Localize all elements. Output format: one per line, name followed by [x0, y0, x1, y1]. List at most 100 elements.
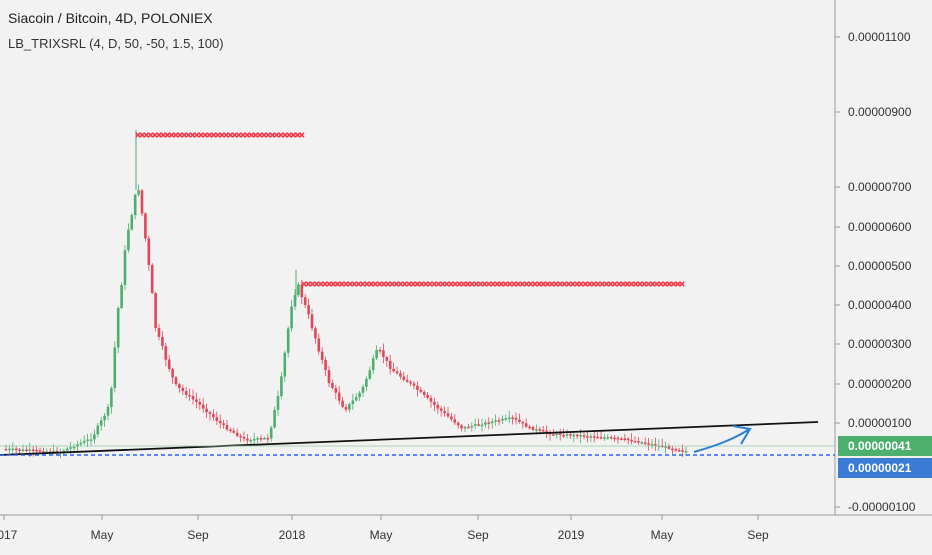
candle-body	[439, 408, 443, 411]
candle-body	[521, 421, 525, 424]
candle-body	[572, 434, 576, 437]
resistance-marker	[649, 281, 656, 287]
resistance-marker	[570, 281, 576, 287]
resistance-marker	[574, 281, 580, 287]
resistance-marker	[240, 132, 246, 138]
time-tick-label: May	[370, 528, 393, 542]
current-price-label: 0.00000041	[848, 439, 912, 453]
candle-body	[484, 422, 487, 425]
resistance-marker	[278, 132, 284, 138]
candle-body	[643, 442, 647, 444]
candle-body	[405, 379, 409, 382]
candle-body	[565, 434, 569, 436]
resistance-marker	[257, 132, 263, 138]
resistance-marker	[565, 281, 572, 287]
resistance-marker	[599, 281, 605, 287]
resistance-marker	[624, 281, 631, 287]
candle-body	[443, 410, 446, 414]
resistance-marker	[227, 132, 234, 138]
candle-body	[273, 409, 276, 428]
resistance-marker	[273, 132, 280, 138]
candle-body	[31, 449, 35, 451]
candle-body	[201, 404, 205, 409]
candle-body	[552, 434, 555, 436]
candle-body	[69, 447, 72, 449]
candle-body	[42, 451, 45, 453]
resistance-marker	[675, 281, 681, 287]
resistance-marker	[435, 281, 442, 287]
resistance-marker	[452, 281, 458, 287]
candle-body	[137, 190, 140, 195]
candle-body	[654, 444, 657, 446]
candle-body	[164, 346, 168, 360]
candle-body	[633, 441, 637, 443]
resistance-marker	[299, 132, 305, 138]
resistance-marker	[206, 132, 213, 138]
candle-body	[99, 420, 103, 426]
candle-body	[456, 422, 460, 426]
candle-body	[96, 425, 100, 435]
candle-body	[110, 387, 113, 407]
time-tick-label: May	[91, 528, 114, 542]
resistance-marker	[202, 132, 208, 138]
resistance-marker	[330, 281, 337, 287]
resistance-marker	[502, 281, 509, 287]
resistance-marker	[326, 281, 332, 287]
candle-body	[514, 417, 518, 420]
candle-body	[620, 438, 623, 440]
resistance-marker	[620, 281, 626, 287]
candle-body	[375, 349, 378, 359]
candle-body	[327, 370, 331, 383]
candle-body	[140, 190, 144, 214]
candle-body	[586, 436, 589, 438]
candle-body	[684, 450, 688, 453]
candle-body	[596, 436, 599, 439]
time-tick-label: 2018	[279, 528, 306, 542]
candle-body	[263, 437, 266, 440]
candle-body	[127, 229, 130, 251]
candle-body	[623, 438, 627, 440]
candle-body	[579, 435, 582, 437]
resistance-marker	[236, 132, 242, 138]
resistance-marker	[385, 281, 391, 287]
candle-body	[242, 436, 246, 439]
candle-body	[470, 425, 474, 428]
resistance-marker	[582, 281, 589, 287]
candle-body	[106, 406, 110, 416]
resistance-marker	[389, 281, 395, 287]
candle-body	[501, 418, 504, 421]
resistance-marker	[152, 132, 158, 138]
candle-body	[344, 406, 348, 410]
candle-body	[120, 284, 123, 308]
candle-body	[252, 439, 256, 441]
resistance-marker	[658, 281, 664, 287]
resistance-marker	[633, 281, 639, 287]
candle-body	[147, 238, 151, 266]
resistance-marker	[578, 281, 584, 287]
candle-body	[426, 394, 429, 398]
candle-body	[562, 434, 565, 437]
candle-body	[256, 438, 259, 440]
candle-body	[280, 376, 283, 397]
candle-body	[409, 381, 412, 384]
time-tick-label: May	[651, 528, 674, 542]
candle-body	[399, 373, 402, 377]
resistance-marker	[360, 281, 366, 287]
candle-body	[208, 412, 212, 414]
resistance-marker	[561, 281, 568, 287]
candle-body	[144, 213, 147, 239]
resistance-marker	[528, 281, 534, 287]
candle-body	[113, 347, 117, 388]
resistance-marker	[666, 281, 673, 287]
resistance-marker	[612, 281, 618, 287]
resistance-marker	[469, 281, 475, 287]
candle-body	[450, 416, 453, 420]
candle-body	[671, 448, 674, 451]
price-tick-label: 0.00000900	[848, 105, 912, 119]
candle-body	[324, 359, 327, 371]
resistance-marker	[252, 132, 259, 138]
candle-body	[504, 418, 508, 420]
candle-body	[575, 434, 579, 437]
